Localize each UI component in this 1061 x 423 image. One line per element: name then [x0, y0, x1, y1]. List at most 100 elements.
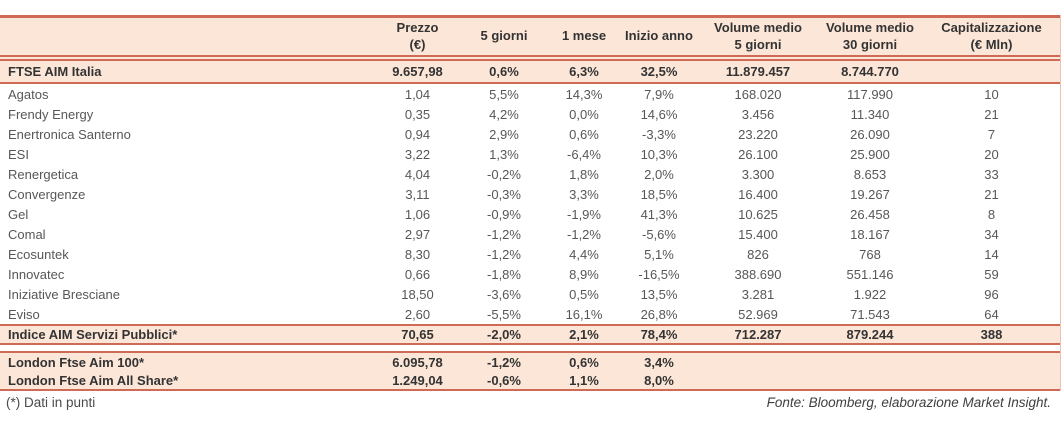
table-footer: (*) Dati in punti Fonte: Bloomberg, elab…	[0, 391, 1061, 410]
stock-row: Agatos 1,04 5,5% 14,3% 7,9% 168.020 117.990 10	[0, 84, 1060, 104]
column-header-5-giorni: 5 giorni	[480, 28, 528, 44]
cell-inizio-anno: 26,8%	[640, 306, 678, 322]
cell-5-giorni: -1,2%	[487, 226, 521, 242]
column-header-volume-medio-30g: Volume medio 30 giorni	[826, 20, 914, 52]
cell-capitalizzazione: 14	[984, 246, 999, 262]
cell-5-giorni: -3,6%	[487, 286, 521, 302]
london-index-row: London Ftse Aim 100* 6.095,78 -1,2% 0,6% 3,4…	[0, 353, 1060, 371]
cell-capitalizzazione: 8	[987, 206, 996, 222]
cell-prezzo: 70,65	[401, 327, 434, 342]
cell-1-mese: 3,3%	[569, 186, 599, 202]
cell-prezzo: 18,50	[401, 286, 434, 302]
cell-volume-medio-5g: 3.281	[741, 286, 775, 302]
cell-volume-medio-30g: 8.744.770	[841, 64, 899, 79]
indice-aim-servizi-pubblici-row: Indice AIM Servizi Pubblici* 70,65 -2,0% 2,…	[0, 324, 1060, 345]
cell-inizio-anno: -16,5%	[638, 266, 680, 282]
cell-1-mese: 4,4%	[569, 246, 599, 262]
cell-prezzo: 8,30	[404, 246, 431, 262]
cell-volume-medio-5g: 826	[747, 246, 769, 262]
cell-volume-medio-5g: 388.690	[734, 266, 782, 282]
ftse-aim-italia-index-row-slot: FTSE AIM Italia 9.657,98 0,6% 6,3% 32,5% 11.8…	[0, 61, 1060, 84]
cell-1-mese: 1,8%	[569, 166, 599, 182]
cell-inizio-anno: 5,1%	[644, 246, 674, 262]
cell-1-mese: 8,9%	[569, 266, 599, 282]
cell-prezzo: 2,97	[404, 226, 431, 242]
cell-5-giorni: -0,6%	[487, 372, 521, 388]
cell-inizio-anno: 14,6%	[640, 106, 678, 122]
stock-row: Comal 2,97 -1,2% -1,2% -5,6% 15.400 18.167 34	[0, 224, 1060, 244]
cell-inizio-anno: 41,3%	[640, 206, 678, 222]
cell-capitalizzazione: 21	[984, 186, 999, 202]
header-double-rule	[0, 57, 1060, 61]
row-label: Iniziative Bresciane	[8, 286, 120, 302]
cell-1-mese: 0,0%	[569, 106, 599, 122]
cell-capitalizzazione: 20	[984, 146, 999, 162]
cell-1-mese: -1,2%	[567, 226, 601, 242]
stock-row: Frendy Energy 0,35 4,2% 0,0% 14,6% 3.456 11.34…	[0, 104, 1060, 124]
cell-volume-medio-5g: 168.020	[734, 86, 782, 102]
cell-volume-medio-30g: 551.146	[846, 266, 894, 282]
row-label: Frendy Energy	[8, 106, 94, 122]
cell-capitalizzazione: 388	[980, 327, 1003, 342]
cell-volume-medio-5g: 16.400	[738, 186, 778, 202]
source-attribution: Fonte: Bloomberg, elaborazione Market In…	[766, 395, 1051, 410]
london-index-row: London Ftse Aim All Share* 1.249,04 -0,6% 1…	[0, 371, 1060, 389]
cell-prezzo: 0,66	[404, 266, 431, 282]
row-label: Innovatec	[8, 266, 65, 282]
row-label: Agatos	[8, 86, 49, 102]
stock-row: Iniziative Bresciane 18,50 -3,6% 0,5% 13,5% 3…	[0, 284, 1060, 304]
stock-row: ESI 3,22 1,3% -6,4% 10,3% 26.100 25.900 20	[0, 144, 1060, 164]
london-ftse-aim-block: London Ftse Aim 100* 6.095,78 -1,2% 0,6% 3,4…	[0, 351, 1060, 391]
cell-5-giorni: 5,5%	[489, 86, 519, 102]
cell-5-giorni: 0,6%	[489, 64, 519, 79]
cell-volume-medio-30g: 11.340	[850, 106, 890, 122]
cell-prezzo: 2,60	[404, 306, 431, 322]
cell-inizio-anno: 18,5%	[640, 186, 678, 202]
cell-volume-medio-5g: 712.287	[734, 327, 782, 342]
cell-prezzo: 3,22	[404, 146, 431, 162]
cell-inizio-anno: 13,5%	[640, 286, 678, 302]
cell-volume-medio-30g: 1.922	[853, 286, 887, 302]
section-gap	[0, 345, 1060, 351]
cell-5-giorni: -2,0%	[487, 327, 521, 342]
cell-prezzo: 0,94	[404, 126, 431, 142]
cell-volume-medio-30g: 768	[859, 246, 881, 262]
stock-row: Innovatec 0,66 -1,8% 8,9% -16,5% 388.690 551.1…	[0, 264, 1060, 284]
cell-prezzo: 1,04	[404, 86, 431, 102]
aim-italia-performance-table: Prezzo (€) 5 giorni 1 mese Inizio anno Volume…	[0, 15, 1061, 391]
cell-1-mese: 1,1%	[569, 372, 599, 388]
cell-1-mese: 16,1%	[565, 306, 603, 322]
cell-5-giorni: -0,3%	[487, 186, 521, 202]
row-label: Eviso	[8, 306, 40, 322]
stock-row: Ecosuntek 8,30 -1,2% 4,4% 5,1% 826 768 14	[0, 244, 1060, 264]
cell-volume-medio-30g: 117.990	[846, 86, 894, 102]
cell-1-mese: 0,6%	[569, 354, 599, 370]
stock-row: Gel 1,06 -0,9% -1,9% 41,3% 10.625 26.458 8	[0, 204, 1060, 224]
cell-prezzo: 3,11	[405, 186, 430, 202]
cell-5-giorni: 1,3%	[489, 146, 519, 162]
cell-volume-medio-5g: 11.879.457	[725, 64, 791, 79]
row-label: London Ftse Aim All Share*	[8, 372, 179, 388]
cell-capitalizzazione: 10	[984, 86, 999, 102]
cell-5-giorni: -1,2%	[487, 246, 521, 262]
cell-inizio-anno: 7,9%	[644, 86, 674, 102]
cell-volume-medio-30g: 8.653	[853, 166, 887, 182]
cell-5-giorni: -0,2%	[487, 166, 521, 182]
cell-volume-medio-5g: 52.969	[738, 306, 778, 322]
cell-volume-medio-5g: 23.220	[738, 126, 778, 142]
cell-1-mese: 0,6%	[569, 126, 599, 142]
cell-5-giorni: 2,9%	[489, 126, 519, 142]
cell-prezzo: 1.249,04	[392, 372, 443, 388]
cell-volume-medio-30g: 879.244	[846, 327, 894, 342]
cell-1-mese: 6,3%	[569, 64, 599, 79]
cell-capitalizzazione: 64	[984, 306, 999, 322]
cell-1-mese: 14,3%	[565, 86, 603, 102]
cell-prezzo: 0,35	[404, 106, 431, 122]
cell-prezzo: 9.657,98	[392, 64, 443, 79]
cell-prezzo: 1,06	[404, 206, 431, 222]
cell-capitalizzazione: 96	[984, 286, 999, 302]
cell-capitalizzazione: 59	[984, 266, 999, 282]
cell-prezzo: 4,04	[404, 166, 431, 182]
row-label: Indice AIM Servizi Pubblici*	[8, 327, 178, 342]
